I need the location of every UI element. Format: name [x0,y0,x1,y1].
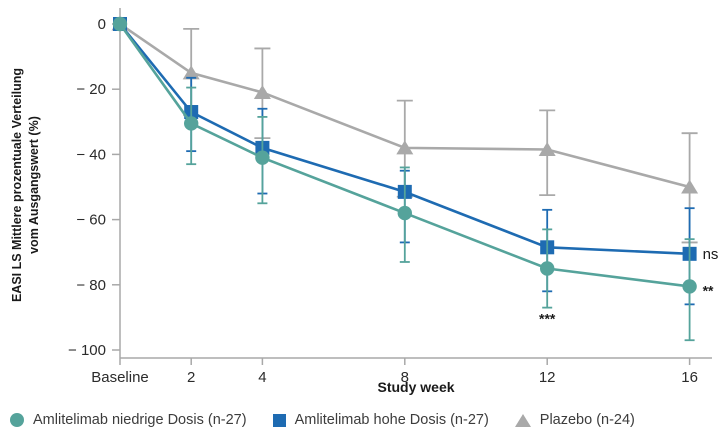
data-point-circle [112,16,128,32]
square-marker-icon [272,413,286,427]
legend-label: Plazebo (n-24) [539,412,635,428]
legend-label: Amlitelimab niedrige Dosis (n-27) [33,412,247,428]
circle-marker-icon [10,413,24,427]
y-tick-label: 0 [98,16,106,33]
data-point-circle [682,279,697,294]
x-axis-title: Study week [377,379,455,395]
x-tick-label: 4 [258,369,266,386]
x-tick-label: 2 [187,369,195,386]
data-point-circle [397,205,412,221]
data-point-triangle [538,142,556,157]
legend-item-plazebo-n-24: Plazebo (n-24) [514,412,635,428]
legend-item-amlitelimab-niedrige-dosis-n-27: Amlitelimab niedrige Dosis (n-27) [10,412,247,428]
legend-item-amlitelimab-hohe-dosis-n-27: Amlitelimab hohe Dosis (n-27) [272,412,489,428]
y-tick-label: − 100 [68,342,106,359]
data-point-triangle [182,65,200,80]
y-tick-label: − 60 [76,212,106,229]
chart-legend: Amlitelimab niedrige Dosis (n-27) Amlitel… [10,412,720,428]
significance-annotation: ** [703,282,714,298]
data-point-circle [540,261,555,276]
x-tick-label: Baseline [91,369,149,386]
significance-annotation: ns [703,246,719,263]
y-tick-label: − 80 [76,277,106,294]
x-tick-label: 12 [539,369,556,386]
y-tick-label: − 40 [76,146,106,163]
x-tick-label: 8 [401,369,409,386]
y-tick-label: − 20 [76,81,106,98]
data-point-circle [255,150,270,165]
x-tick-label: 16 [681,369,698,386]
series-line [118,23,690,256]
data-point-triangle [253,84,271,99]
legend-label: Amlitelimab hohe Dosis (n-27) [294,412,489,428]
series-line [119,22,690,189]
significance-annotation: *** [539,311,556,327]
data-point-circle [184,116,199,131]
series-line [118,23,690,288]
data-point-triangle [396,140,414,155]
triangle-marker-icon [514,413,531,427]
data-point-triangle [681,179,699,194]
